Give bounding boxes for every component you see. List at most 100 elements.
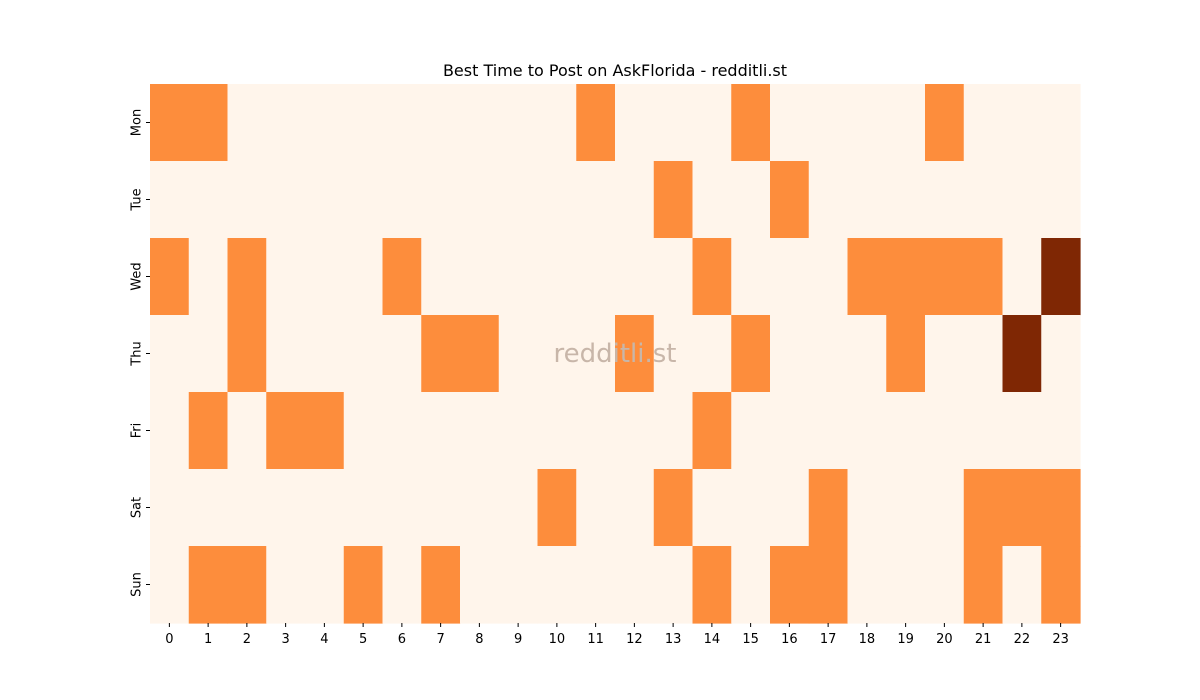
x-tick-label: 4 xyxy=(320,632,328,647)
heatmap-cell-sat-3 xyxy=(266,469,306,547)
x-tick-label: 19 xyxy=(897,632,914,647)
heatmap-cell-thu-15 xyxy=(731,315,771,393)
heatmap-cell-wed-1 xyxy=(188,238,229,316)
heatmap-cell-sat-20 xyxy=(925,469,965,547)
x-tick-label: 0 xyxy=(165,632,173,647)
heatmap-cell-sat-21 xyxy=(963,469,1004,547)
heatmap-cell-sat-8 xyxy=(460,469,500,547)
heatmap-cell-fri-20 xyxy=(925,392,965,470)
heatmap-cell-tue-4 xyxy=(305,161,345,239)
heatmap-cell-wed-7 xyxy=(421,238,461,316)
heatmap-cell-fri-14 xyxy=(692,392,732,470)
watermark-text: redditli.st xyxy=(554,339,677,369)
heatmap-cell-mon-4 xyxy=(305,84,345,162)
heatmap-cell-sun-5 xyxy=(343,546,384,624)
heatmap-cell-sun-4 xyxy=(305,546,345,624)
heatmap-cell-thu-17 xyxy=(808,315,849,393)
x-tick-label: 10 xyxy=(549,632,566,647)
heatmap-cell-sat-10 xyxy=(537,469,577,547)
x-tick-label: 1 xyxy=(204,632,212,647)
heatmap-cell-fri-21 xyxy=(963,392,1004,470)
heatmap-cell-tue-13 xyxy=(653,161,694,239)
heatmap-cell-mon-1 xyxy=(188,84,229,162)
x-tick-label: 6 xyxy=(398,632,406,647)
heatmap-cell-sat-15 xyxy=(731,469,771,547)
heatmap-cell-sun-15 xyxy=(731,546,771,624)
x-tick-label: 22 xyxy=(1014,632,1031,647)
heatmap-cell-fri-15 xyxy=(731,392,771,470)
heatmap-cell-wed-3 xyxy=(266,238,306,316)
heatmap-cell-tue-11 xyxy=(576,161,616,239)
heatmap-cell-wed-23 xyxy=(1041,238,1081,316)
heatmap-cell-thu-12 xyxy=(615,315,655,393)
heatmap-cell-tue-6 xyxy=(382,161,422,239)
heatmap-cell-mon-3 xyxy=(266,84,306,162)
heatmap-cell-tue-3 xyxy=(266,161,306,239)
heatmap-cell-thu-9 xyxy=(498,315,539,393)
heatmap-cell-mon-12 xyxy=(615,84,655,162)
heatmap-cell-sat-5 xyxy=(343,469,384,547)
heatmap-cell-mon-2 xyxy=(227,84,267,162)
heatmap-cell-tue-19 xyxy=(886,161,926,239)
heatmap-cell-fri-16 xyxy=(770,392,810,470)
heatmap-cell-sun-21 xyxy=(963,546,1004,624)
x-tick-label: 7 xyxy=(436,632,444,647)
heatmap-cell-tue-2 xyxy=(227,161,267,239)
heatmap-cell-thu-7 xyxy=(421,315,461,393)
heatmap-cell-wed-14 xyxy=(692,238,732,316)
heatmap-cell-sat-17 xyxy=(808,469,849,547)
heatmap-cell-thu-3 xyxy=(266,315,306,393)
heatmap-cell-fri-22 xyxy=(1002,392,1042,470)
heatmap-cell-thu-22 xyxy=(1002,315,1042,393)
heatmap-cell-sat-6 xyxy=(382,469,422,547)
heatmap-cell-wed-12 xyxy=(615,238,655,316)
heatmap-cell-wed-17 xyxy=(808,238,849,316)
x-tick-label: 20 xyxy=(936,632,953,647)
heatmap-cell-wed-13 xyxy=(653,238,694,316)
heatmap-cell-tue-9 xyxy=(498,161,539,239)
heatmap-cell-wed-10 xyxy=(537,238,577,316)
heatmap-cell-wed-9 xyxy=(498,238,539,316)
heatmap-cell-mon-19 xyxy=(886,84,926,162)
heatmap-cell-fri-17 xyxy=(808,392,849,470)
heatmap-cell-tue-5 xyxy=(343,161,384,239)
heatmap-cell-thu-5 xyxy=(343,315,384,393)
heatmap-cell-thu-4 xyxy=(305,315,345,393)
heatmap-cell-mon-8 xyxy=(460,84,500,162)
heatmap-cell-mon-21 xyxy=(963,84,1004,162)
x-tick-label: 8 xyxy=(475,632,483,647)
heatmap-cell-tue-20 xyxy=(925,161,965,239)
heatmap-cell-fri-9 xyxy=(498,392,539,470)
heatmap-cell-sat-14 xyxy=(692,469,732,547)
heatmap-cell-sun-23 xyxy=(1041,546,1081,624)
heatmap-cell-wed-8 xyxy=(460,238,500,316)
heatmap-cell-fri-18 xyxy=(847,392,887,470)
chart-title: Best Time to Post on AskFlorida - reddit… xyxy=(443,61,787,80)
heatmap-cell-thu-0 xyxy=(150,315,190,393)
heatmap-cell-fri-8 xyxy=(460,392,500,470)
heatmap-cell-sun-13 xyxy=(653,546,694,624)
heatmap-cell-fri-23 xyxy=(1041,392,1081,470)
heatmap-cell-sat-2 xyxy=(227,469,267,547)
heatmap-cell-thu-16 xyxy=(770,315,810,393)
heatmap-cell-sun-0 xyxy=(150,546,190,624)
heatmap-cell-mon-7 xyxy=(421,84,461,162)
heatmap-cell-fri-6 xyxy=(382,392,422,470)
heatmap-cell-sun-16 xyxy=(770,546,810,624)
heatmap-cell-wed-2 xyxy=(227,238,267,316)
heatmap-cell-mon-5 xyxy=(343,84,384,162)
x-tick-label: 14 xyxy=(704,632,721,647)
heatmap-cell-sat-18 xyxy=(847,469,887,547)
heatmap-cell-wed-18 xyxy=(847,238,887,316)
heatmap-cell-sun-12 xyxy=(615,546,655,624)
heatmap-cell-fri-1 xyxy=(188,392,229,470)
heatmap-cell-mon-16 xyxy=(770,84,810,162)
x-tick-label: 9 xyxy=(514,632,522,647)
heatmap-cell-thu-14 xyxy=(692,315,732,393)
heatmap-cell-sat-11 xyxy=(576,469,616,547)
heatmap-cell-tue-1 xyxy=(188,161,229,239)
heatmap-cell-thu-13 xyxy=(653,315,694,393)
heatmap-cell-mon-11 xyxy=(576,84,616,162)
heatmap-cell-sun-2 xyxy=(227,546,267,624)
